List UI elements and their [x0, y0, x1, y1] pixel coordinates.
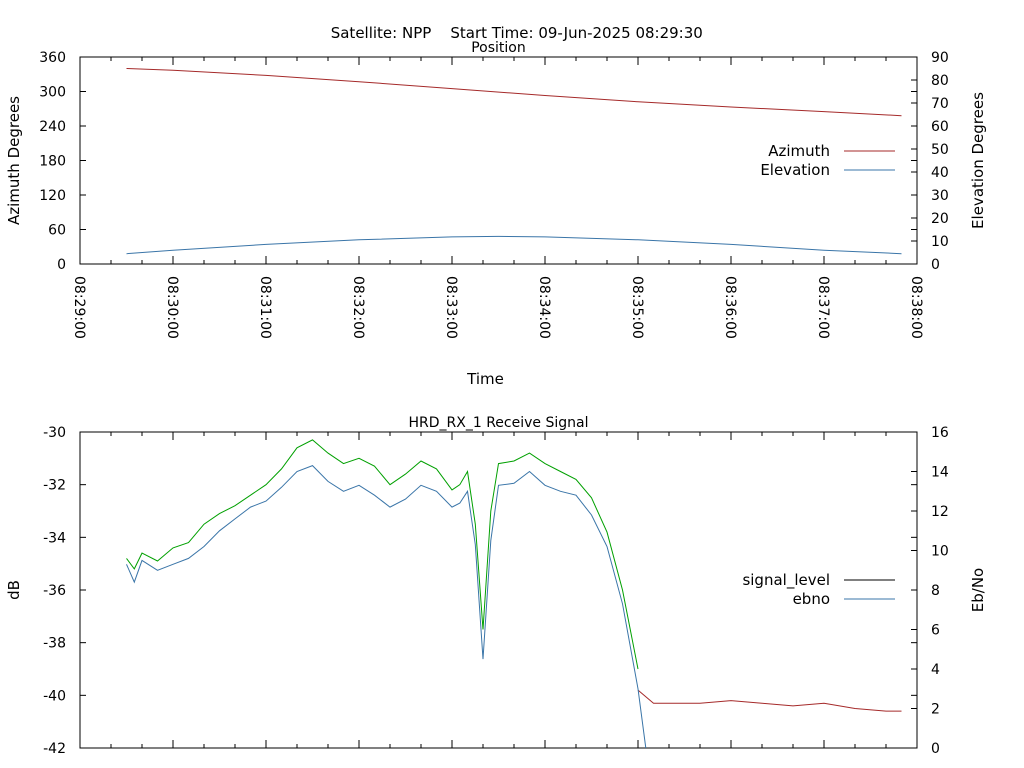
series-azimuth-line — [126, 68, 902, 117]
y2-tick-label: 80 — [931, 73, 949, 89]
x-tick-label: 08:29:00 — [71, 276, 87, 339]
y2-tick-label: 20 — [931, 211, 949, 227]
legend-ebno-label: ebno — [793, 590, 830, 608]
x-axis-label: Time — [466, 370, 504, 388]
series-signal-level-line — [637, 689, 902, 712]
y2-tick-label: 10 — [931, 544, 949, 560]
x-tick-label: 08:30:00 — [164, 276, 180, 339]
y2-tick-label: 70 — [931, 96, 949, 112]
x-tick-label: 08:32:00 — [350, 276, 366, 339]
series-ebno-line — [126, 465, 647, 749]
y-tick-label: -32 — [43, 478, 66, 494]
satellite-label: Satellite: NPP — [330, 24, 432, 42]
y-tick-label: 180 — [39, 154, 66, 170]
y2-tick-label: 0 — [931, 741, 940, 757]
y-axis-label: dB — [5, 580, 23, 600]
legend-elevation-label: Elevation — [760, 161, 830, 179]
y2-tick-label: 4 — [931, 662, 940, 678]
x-tick-label: 08:36:00 — [722, 276, 738, 339]
y2-axis-label: Eb/No — [969, 568, 987, 612]
y2-tick-label: 90 — [931, 50, 949, 66]
y-tick-label: -36 — [43, 583, 66, 599]
y2-tick-label: 12 — [931, 504, 949, 520]
y-tick-label: -40 — [43, 688, 66, 704]
y2-axis-label: Elevation Degrees — [969, 92, 987, 229]
legend-signal-level-label: signal_level — [742, 571, 830, 590]
y-tick-label: 0 — [57, 257, 66, 273]
y2-tick-label: 30 — [931, 188, 949, 204]
y-tick-label: -34 — [43, 530, 66, 546]
legend-azimuth-label: Azimuth — [768, 142, 830, 160]
y-axis-label: Azimuth Degrees — [5, 96, 23, 225]
chart-title: HRD_RX_1 Receive Signal — [409, 415, 589, 431]
x-tick-label: 08:33:00 — [443, 276, 459, 339]
x-tick-label: 08:37:00 — [815, 276, 831, 339]
y2-tick-label: 2 — [931, 702, 940, 718]
y-tick-label: 240 — [39, 119, 66, 135]
x-tick-label: 08:31:00 — [257, 276, 273, 339]
y-tick-label: -38 — [43, 636, 66, 652]
x-tick-label: 08:38:00 — [908, 276, 924, 339]
chart-header: Satellite: NPP Start Time: 09-Jun-2025 0… — [0, 6, 1024, 42]
y-tick-label: -42 — [43, 741, 66, 757]
y2-tick-label: 8 — [931, 583, 940, 599]
y2-tick-label: 10 — [931, 234, 949, 250]
series-elevation-line — [126, 235, 902, 255]
y-tick-label: 360 — [39, 50, 66, 66]
y2-tick-label: 0 — [931, 257, 940, 273]
y-tick-label: 300 — [39, 85, 66, 101]
start-time-label: Start Time: 09-Jun-2025 08:29:30 — [450, 24, 703, 42]
y-tick-label: 60 — [48, 223, 66, 239]
y2-tick-label: 40 — [931, 165, 949, 181]
y-tick-label: 120 — [39, 188, 66, 204]
series-signal-level-line — [126, 439, 639, 670]
y2-tick-label: 6 — [931, 623, 940, 639]
plot-frame — [79, 431, 918, 749]
y2-tick-label: 14 — [931, 465, 949, 481]
y2-tick-label: 16 — [931, 425, 949, 441]
x-tick-label: 08:34:00 — [536, 276, 552, 339]
chart-title: Position — [471, 40, 526, 56]
y2-tick-label: 60 — [931, 119, 949, 135]
y-tick-label: -30 — [43, 425, 66, 441]
y2-tick-label: 50 — [931, 142, 949, 158]
x-tick-label: 08:35:00 — [629, 276, 645, 339]
